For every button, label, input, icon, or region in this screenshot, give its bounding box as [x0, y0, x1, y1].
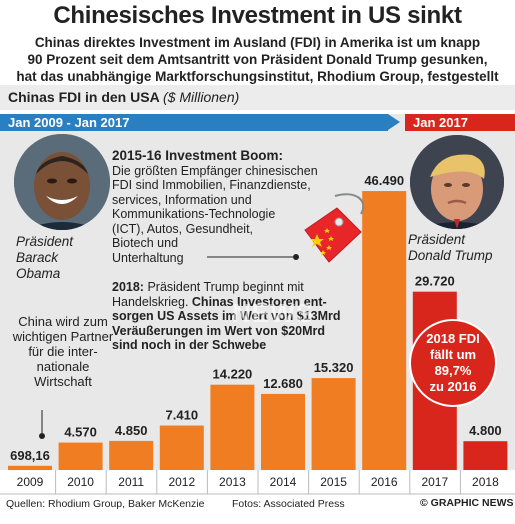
trade-note-line-2: Handelskrieg. Chinas Investoren ent- — [112, 295, 362, 310]
x-tick-2012: 2012 — [168, 475, 195, 489]
boom-note: 2015-16 Investment Boom: Die größten Emp… — [112, 148, 342, 265]
boom-note-line-3: services, Information und — [112, 192, 252, 207]
footer-sources: Quellen: Rhodium Group, Baker McKenzie — [6, 498, 205, 510]
china-note-pointer — [39, 410, 45, 439]
value-label-2018: 4.800 — [469, 423, 502, 438]
value-label-2015: 15.320 — [314, 360, 354, 375]
boom-note-line-2: FDI sind Immobilien, Finanzdienste, — [112, 178, 311, 192]
trump-caption-line-1: Präsident — [408, 232, 466, 247]
footer-photos: Fotos: Associated Press — [232, 498, 345, 510]
bar-2011 — [109, 440, 154, 470]
trump-caption-line-2: Donald Trump — [408, 248, 493, 263]
trade-note-text-3: Chinas Investoren ent- — [191, 294, 327, 309]
china-flag-tag-icon — [304, 193, 365, 263]
bar-2013 — [210, 384, 255, 470]
trade-note-prefix: 2018: — [112, 280, 144, 294]
chart-title-text: Chinas FDI in den USA — [8, 89, 160, 105]
value-label-2017: 29.720 — [415, 274, 455, 289]
obama-face-icon — [14, 134, 110, 230]
boom-note-line-7: Unterhaltung — [112, 250, 184, 265]
obama-period-arrow — [388, 114, 400, 130]
x-tick-2010: 2010 — [67, 475, 94, 489]
boom-note-title: 2015-16 Investment Boom: — [112, 148, 284, 163]
value-label-2009: 698,16 — [10, 448, 50, 463]
boom-note-line-4: Kommunikations-Technologie — [112, 207, 276, 221]
badge-line-3: 89,7% — [434, 363, 472, 378]
obama-photo — [14, 134, 110, 230]
value-label-2011: 4.850 — [115, 423, 148, 438]
value-label-2014: 12.680 — [263, 376, 303, 391]
obama-caption: Präsident Barack Obama — [16, 234, 73, 282]
value-label-2013: 14.220 — [213, 367, 253, 382]
obama-caption-line-3: Obama — [16, 266, 61, 281]
bar-2014 — [261, 393, 305, 470]
trump-period-banner: Jan 2017 — [405, 114, 515, 131]
trump-caption: Präsident Donald Trump — [408, 232, 493, 264]
badge-line-1: 2018 FDI — [426, 331, 480, 346]
bar-2009 — [8, 465, 52, 470]
bar-2015 — [311, 378, 356, 470]
value-label-2010: 4.570 — [64, 425, 97, 440]
obama-period-banner: Jan 2009 - Jan 2017 — [0, 114, 388, 131]
boom-note-line-6: Biotech und — [112, 236, 179, 250]
x-tick-2009: 2009 — [17, 475, 44, 489]
page-title: Chinesisches Investment in US sinkt — [53, 2, 462, 29]
x-tick-2017: 2017 — [421, 475, 448, 489]
subtitle-line-3: hat das unabhängige Marktforschungsinsti… — [16, 69, 499, 84]
x-tick-2014: 2014 — [270, 475, 297, 489]
china-partner-note: China wird zum wichtigen Partner für die… — [12, 314, 114, 389]
value-label-2012: 7.410 — [166, 408, 199, 423]
trade-note: 2018: Präsident Trump beginnt mit Handel… — [112, 280, 362, 353]
trade-note-line-5: sind noch in der Schwebe — [112, 338, 267, 352]
footer-credit: © GRAPHIC NEWS — [420, 497, 514, 509]
watermark: NEWS — [232, 298, 314, 328]
bar-2012 — [159, 425, 204, 470]
subtitle-line-2: 90 Prozent seit dem Amtsantritt von Präs… — [27, 52, 488, 67]
badge-line-4: zu 2016 — [429, 379, 477, 394]
obama-caption-line-2: Barack — [16, 250, 59, 265]
trump-face-icon — [410, 135, 504, 229]
boom-note-line-5: (ICT), Autos, Gesundheit, — [112, 221, 254, 236]
badge-line-2: fällt um — [429, 347, 477, 362]
fdi-drop-badge: 2018 FDI fällt um 89,7% zu 2016 — [409, 319, 497, 407]
x-tick-2011: 2011 — [118, 475, 144, 489]
trade-note-text-1: Präsident Trump beginnt mit — [143, 280, 304, 294]
subtitle-line-1: Chinas direktes Investment im Ausland (F… — [34, 35, 481, 50]
trade-note-line-3: sorgen US Assets im Wert von $13Mrd — [112, 309, 341, 323]
x-tick-2018: 2018 — [472, 475, 499, 489]
obama-caption-line-1: Präsident — [16, 234, 74, 249]
chart-unit: ($ Millionen) — [163, 89, 240, 105]
bar-2016 — [362, 191, 407, 470]
trade-note-line-1: 2018: Präsident Trump beginnt mit — [112, 280, 362, 295]
x-tick-2013: 2013 — [219, 475, 246, 489]
chart-title: Chinas FDI in den USA ($ Millionen) — [8, 89, 239, 105]
boom-note-pointer — [207, 254, 299, 260]
boom-note-line-1: Die größten Empfänger chinesischen — [112, 163, 318, 178]
trump-photo — [410, 135, 504, 229]
bar-2018 — [463, 441, 508, 470]
x-tick-2015: 2015 — [320, 475, 347, 489]
value-label-2016: 46.490 — [364, 173, 404, 188]
x-tick-2016: 2016 — [371, 475, 398, 489]
trade-note-text-2: Handelskrieg. — [112, 294, 192, 309]
chart-title-panel — [0, 85, 515, 110]
bar-2010 — [58, 442, 103, 470]
trade-note-line-4: Veräußerungen im Wert von $20Mrd — [112, 323, 326, 338]
